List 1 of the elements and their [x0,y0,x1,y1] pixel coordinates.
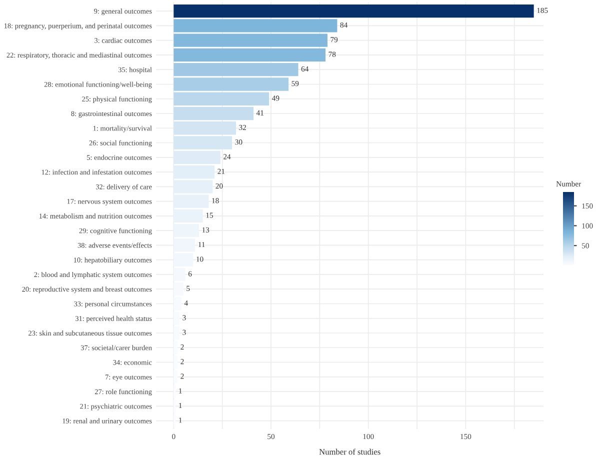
x-axis-title: Number of studies [319,448,380,455]
